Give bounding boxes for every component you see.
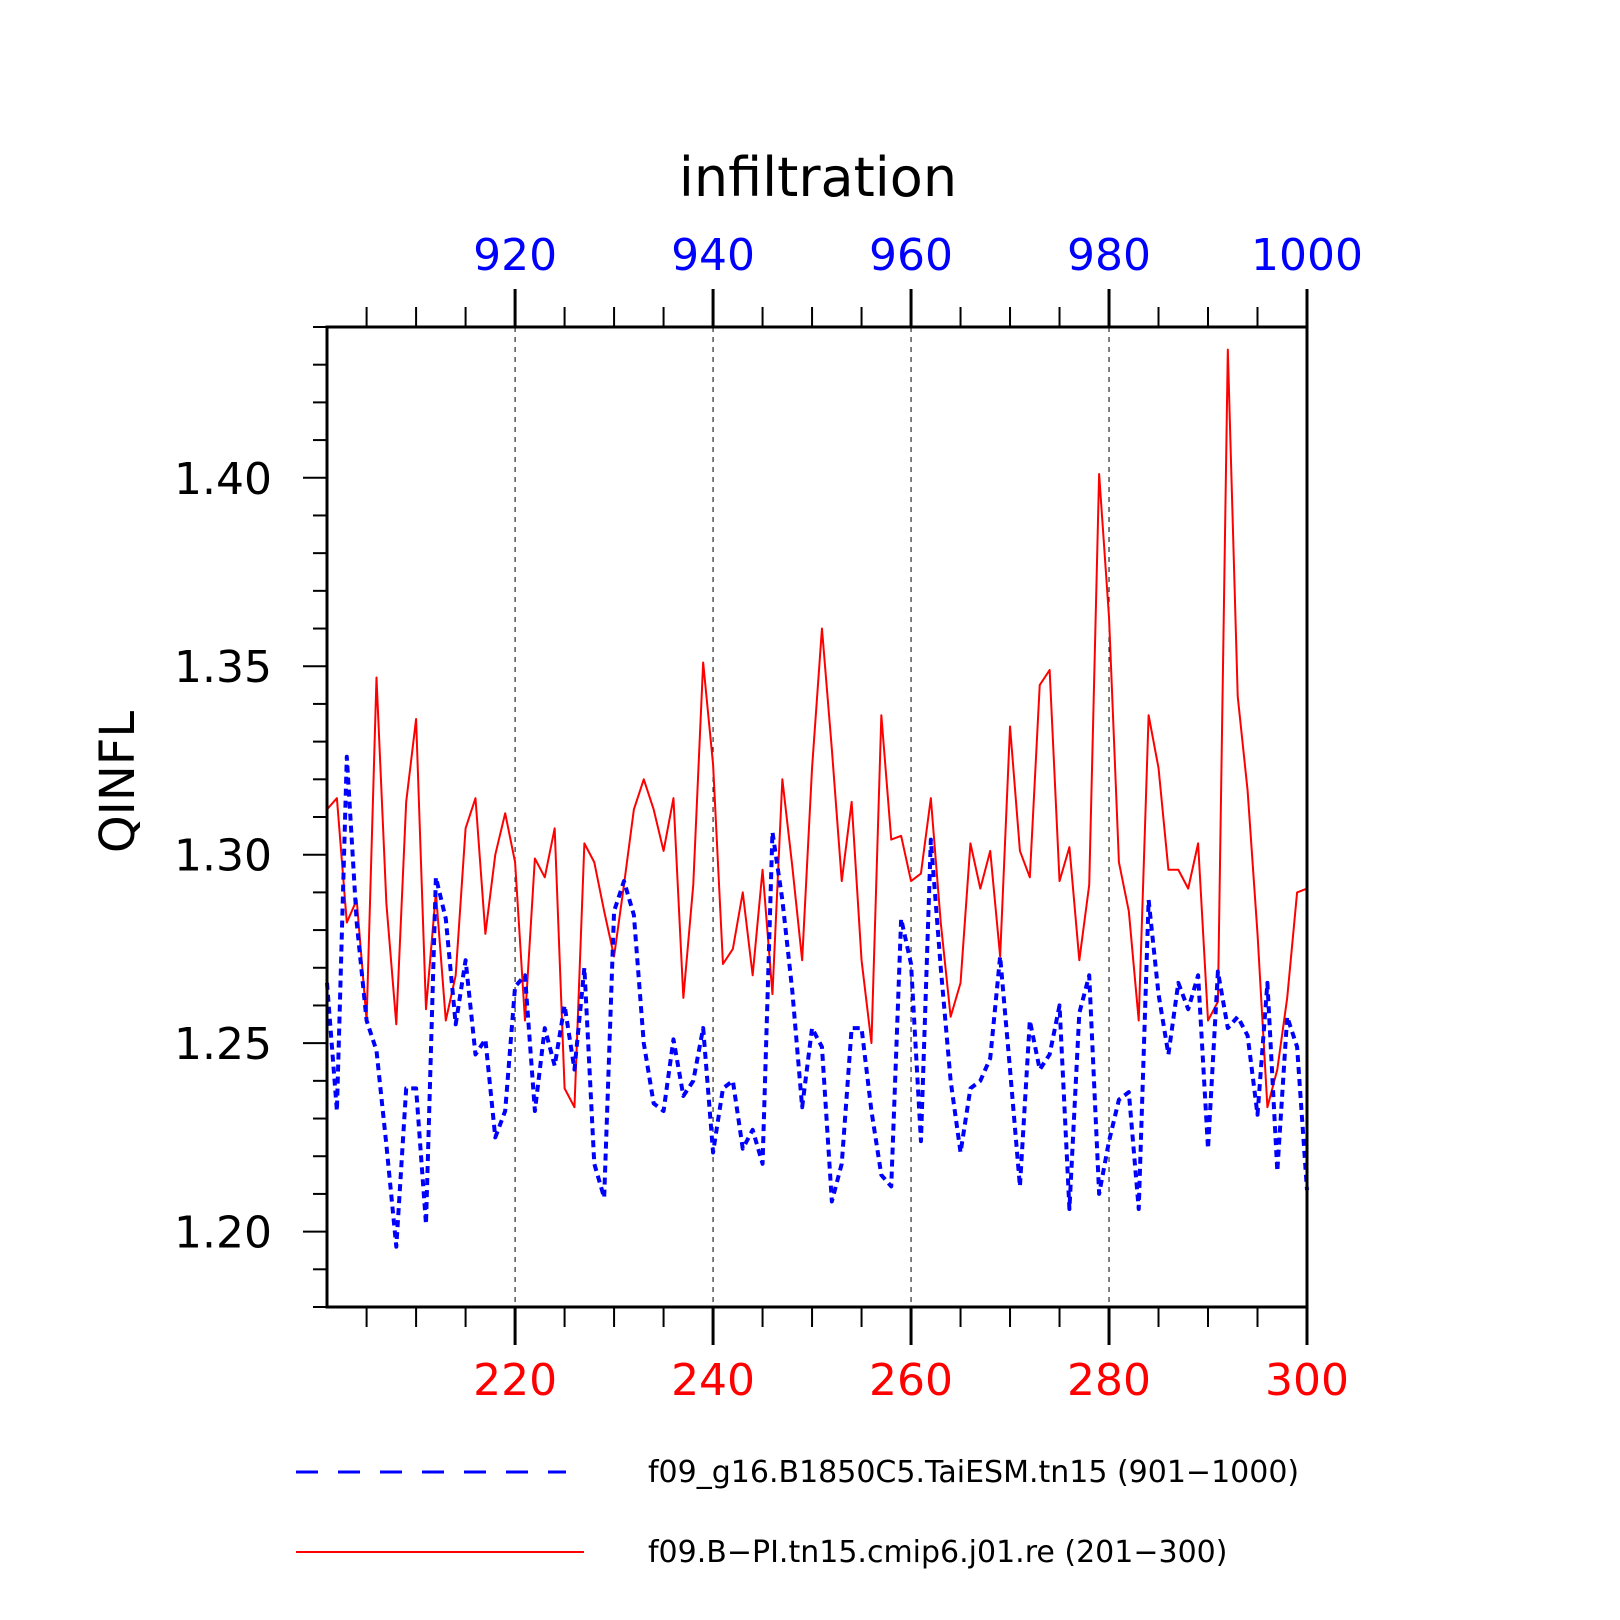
x-top-tick-label-2: 940 xyxy=(671,230,755,281)
y-tick-label-1: 1.20 xyxy=(174,1208,272,1259)
x-bottom-tick-label-3: 260 xyxy=(869,1355,953,1406)
x-top-tick-label-1: 920 xyxy=(473,230,557,281)
grid-lines xyxy=(514,327,1110,1307)
x-top-tick-labels: 920 940 960 980 1000 xyxy=(473,230,1363,281)
x-bottom-tick-labels: 220 240 260 280 300 xyxy=(473,1355,1349,1406)
legend: f09_g16.B1850C5.TaiESM.tn15 (901−1000) f… xyxy=(296,1455,1299,1570)
x-bottom-tick-label-2: 240 xyxy=(671,1355,755,1406)
legend-label-series-1: f09_g16.B1850C5.TaiESM.tn15 (901−1000) xyxy=(648,1455,1299,1490)
chart-title: infiltration xyxy=(679,146,957,209)
y-tick-label-4: 1.35 xyxy=(174,642,272,693)
axis-ticks xyxy=(303,289,1309,1345)
x-top-tick-label-3: 960 xyxy=(869,230,953,281)
x-top-tick-label-4: 980 xyxy=(1067,230,1151,281)
series-layer xyxy=(325,348,1309,1249)
x-bottom-tick-label-4: 280 xyxy=(1067,1355,1151,1406)
legend-label-series-2: f09.B−PI.tn15.cmip6.j01.re (201−300) xyxy=(648,1535,1227,1570)
y-tick-label-2: 1.25 xyxy=(174,1019,272,1070)
y-tick-label-3: 1.30 xyxy=(174,831,272,882)
plot-frame xyxy=(325,325,1309,1309)
y-tick-label-5: 1.40 xyxy=(174,454,272,505)
y-axis-label: QINFL xyxy=(90,711,146,853)
x-bottom-tick-label-1: 220 xyxy=(473,1355,557,1406)
series-line-1 xyxy=(325,754,1309,1249)
x-top-tick-label-5: 1000 xyxy=(1251,230,1363,281)
x-bottom-tick-label-5: 300 xyxy=(1265,1355,1349,1406)
y-tick-labels: 1.20 1.25 1.30 1.35 1.40 xyxy=(174,454,272,1259)
series-line-2 xyxy=(326,348,1308,1109)
